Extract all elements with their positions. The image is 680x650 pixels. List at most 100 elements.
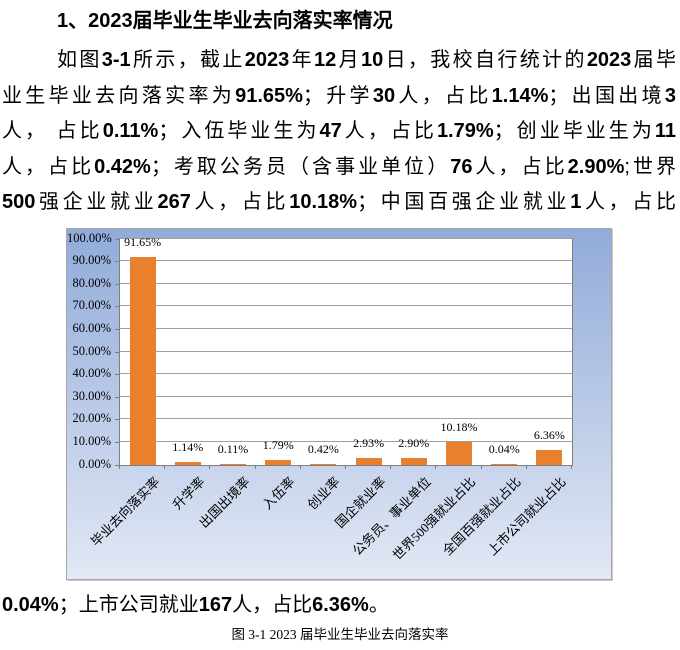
statistic-value: 1 (570, 191, 581, 213)
body-text: 人， 占比 (2, 120, 103, 142)
body-text: ；入伍毕业生为 (158, 120, 319, 142)
body-text: ；创业毕业生为 (494, 120, 655, 142)
y-axis-tick-label: 30.00% (67, 389, 111, 404)
statistic-value: 3-1 (102, 49, 131, 71)
x-axis-category-label: 升学率 (167, 472, 208, 513)
x-axis-tick (571, 465, 572, 469)
paragraph-line: 500强企业就业267人，占比10.18%；中国百强企业就业1人，占比 (0, 185, 680, 221)
x-axis-tick (481, 465, 482, 469)
y-axis-tick-label: 100.00% (67, 231, 111, 246)
x-axis-tick (390, 465, 391, 469)
body-text: 人，占比 (191, 191, 289, 213)
statistic-value: 167 (199, 594, 232, 616)
y-axis-tick (115, 397, 119, 398)
gridline (120, 373, 572, 374)
gridline (120, 351, 572, 352)
body-text: 人，占比 (581, 191, 676, 213)
body-text: 月 (336, 49, 361, 71)
statistic-value: 0.11% (103, 120, 159, 142)
body-text: 人，占比 (2, 156, 94, 178)
figure-caption: 图 3-1 2023 届毕业生毕业去向落实率 (0, 623, 680, 643)
bar-chart: 91.65%1.14%0.11%1.79%0.42%2.93%2.90%10.1… (66, 228, 612, 580)
body-text: ；升学 (303, 85, 373, 107)
body-text: 。 (369, 594, 389, 616)
document-page: 1、2023届毕业生毕业去向落实率情况 如图3-1所示，截止2023年12月10… (0, 6, 680, 650)
gridline (120, 260, 572, 261)
x-axis-category-label: 上市公司就业占比 (483, 472, 570, 559)
body-text: 人，占比 (342, 120, 437, 142)
statistic-value: 1.79% (437, 120, 494, 142)
statistic-value: 267 (157, 191, 190, 213)
statistic-value: 0.42% (94, 156, 151, 178)
y-axis-tick-label: 90.00% (67, 253, 111, 268)
bar (130, 257, 156, 464)
body-text: 强企业就业 (35, 191, 157, 213)
statistic-value: 47 (320, 120, 342, 142)
statistic-value: 91.65% (235, 85, 303, 107)
body-text: 如图 (57, 49, 102, 71)
y-axis-tick (115, 329, 119, 330)
x-axis-tick (209, 465, 210, 469)
bar (356, 458, 382, 465)
x-axis-category-label: 毕业去向落实率 (85, 472, 163, 550)
body-text: ;世界 (624, 156, 676, 178)
x-axis-tick (255, 465, 256, 469)
body-text: ；考取公务员（含事业单位） (151, 156, 450, 178)
statistic-value: 10 (361, 49, 383, 71)
body-text: 人，占比 (232, 594, 312, 616)
x-axis-tick (119, 465, 120, 469)
body-text: ；中国百强企业就业 (357, 191, 570, 213)
statistic-value: 2.90% (568, 156, 625, 178)
bar-value-label: 91.65% (111, 235, 175, 250)
paragraph-line-after-chart: 0.04%；上市公司就业167人，占比6.36%。 (2, 590, 680, 620)
paragraph-line: 业生毕业去向落实率为91.65%；升学30人，占比1.14%；出国出境3 (0, 79, 680, 115)
body-text: ；上市公司就业 (59, 594, 199, 616)
bar (310, 464, 336, 465)
y-axis-tick (115, 442, 119, 443)
section-heading: 1、2023届毕业生毕业去向落实率情况 (0, 6, 680, 36)
y-axis-tick (115, 419, 119, 420)
statistic-value: 12 (314, 49, 336, 71)
y-axis-tick-label: 70.00% (67, 298, 111, 313)
y-axis-tick (115, 352, 119, 353)
paragraph-line: 人，占比0.42%；考取公务员（含事业单位）76人，占比2.90%;世界 (0, 150, 680, 186)
y-axis-tick (115, 306, 119, 307)
bar (175, 462, 201, 465)
bar (446, 442, 472, 465)
y-axis-tick (115, 239, 119, 240)
y-axis-tick-label: 60.00% (67, 321, 111, 336)
gridline (120, 418, 572, 419)
y-axis-tick-label: 80.00% (67, 276, 111, 291)
y-axis-tick (115, 284, 119, 285)
bar (401, 458, 427, 465)
statistic-value: 11 (655, 120, 676, 142)
body-text: 届毕 (631, 49, 676, 71)
x-axis-tick (435, 465, 436, 469)
gridline (120, 283, 572, 284)
x-axis-tick (526, 465, 527, 469)
y-axis-tick (115, 261, 119, 262)
y-axis-tick-label: 40.00% (67, 366, 111, 381)
body-paragraph: 如图3-1所示，截止2023年12月10日，我校自行统计的2023届毕业生毕业去… (0, 43, 680, 221)
gridline (120, 238, 572, 239)
body-text: ；出国出境 (548, 85, 665, 107)
gridline (120, 328, 572, 329)
bar-value-label: 0.04% (472, 442, 536, 457)
bar-value-label: 10.18% (427, 420, 491, 435)
body-text: 年 (289, 49, 314, 71)
y-axis-tick (115, 374, 119, 375)
body-text: 人，占比 (395, 85, 492, 107)
bar-value-label: 2.90% (382, 436, 446, 451)
x-axis-category-label: 创业率 (303, 472, 344, 513)
x-axis-tick (300, 465, 301, 469)
statistic-value: 30 (373, 85, 395, 107)
bar-value-label: 6.36% (517, 428, 581, 443)
body-text: 日，我校自行统计的 (383, 49, 587, 71)
y-axis-tick-label: 10.00% (67, 434, 111, 449)
statistic-value: 6.36% (312, 594, 369, 616)
paragraph-line: 人， 占比0.11%；入伍毕业生为47人，占比1.79%；创业毕业生为11 (0, 114, 680, 150)
gridline (120, 396, 572, 397)
body-text: 业生毕业去向落实率为 (2, 85, 235, 107)
statistic-value: 500 (2, 191, 35, 213)
statistic-value: 2023 (587, 49, 632, 71)
